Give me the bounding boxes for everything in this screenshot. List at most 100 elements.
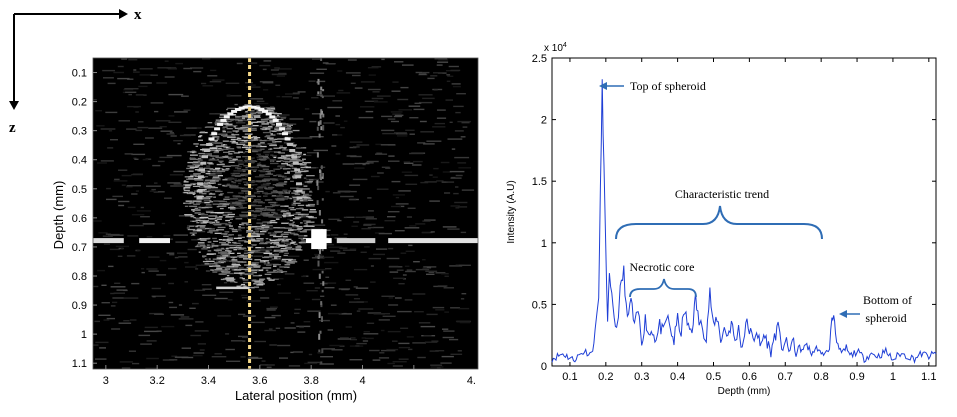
- profile-plot-frame: [551, 57, 937, 367]
- spheroid-speckle: [259, 228, 269, 230]
- spheroid-speckle: [272, 232, 277, 234]
- spheroid-speckle: [231, 133, 234, 135]
- spheroid-speckle: [218, 194, 223, 196]
- spheroid-speckle: [273, 147, 281, 149]
- speckle: [292, 92, 300, 94]
- spheroid-speckle: [273, 156, 277, 159]
- spheroid-speckle: [276, 197, 285, 199]
- spheroid-speckle: [267, 137, 274, 139]
- spheroid-speckle: [303, 220, 311, 222]
- spheroid-speckle: [300, 189, 306, 191]
- spheroid-speckle: [280, 271, 284, 273]
- speckle: [452, 85, 461, 88]
- spheroid-speckle: [241, 139, 248, 142]
- spheroid-speckle: [243, 252, 248, 254]
- speckle: [339, 345, 345, 347]
- speckle: [394, 114, 404, 116]
- speckle: [391, 90, 401, 92]
- y-scale-multiplier: x 104: [544, 42, 567, 54]
- spheroid-speckle: [222, 120, 232, 122]
- spheroid-speckle: [242, 202, 247, 204]
- spheroid-speckle: [273, 235, 282, 238]
- speckle: [311, 298, 321, 301]
- spheroid-speckle: [215, 221, 220, 223]
- spheroid-speckle: [267, 186, 275, 189]
- characteristic-trend-brace: [615, 205, 823, 240]
- spheroid-speckle: [262, 267, 272, 269]
- spheroid-speckle: [258, 279, 264, 281]
- substrate-segment: [93, 238, 124, 244]
- speckle: [248, 62, 258, 64]
- spheroid-speckle: [258, 158, 267, 160]
- spheroid-speckle: [217, 252, 226, 254]
- speckle: [337, 191, 350, 193]
- spheroid-speckle: [266, 109, 274, 111]
- spheroid-speckle: [259, 282, 264, 284]
- speckle: [451, 148, 456, 150]
- speckle: [283, 242, 293, 244]
- speckle: [325, 268, 332, 270]
- speckle: [354, 167, 365, 169]
- speckle: [409, 152, 424, 155]
- spheroid-speckle: [246, 230, 254, 232]
- spheroid-speckle: [280, 117, 286, 119]
- left-x-tick-label: 4: [359, 375, 365, 387]
- spheroid-speckle: [231, 181, 234, 183]
- speckle: [440, 362, 452, 364]
- spheroid-speckle: [193, 161, 199, 163]
- bottom-label-line1: Bottom of: [863, 293, 912, 307]
- spheroid-speckle: [198, 157, 202, 160]
- spheroid-speckle: [193, 173, 201, 175]
- spheroid-speckle: [279, 147, 287, 149]
- spheroid-top-rim: [223, 115, 230, 119]
- speckle: [444, 275, 449, 277]
- spheroid-speckle: [276, 199, 285, 201]
- speckle: [388, 160, 400, 162]
- spheroid-speckle: [198, 139, 203, 141]
- spheroid-speckle: [253, 283, 257, 285]
- speckle: [323, 122, 335, 124]
- spheroid-speckle: [246, 286, 255, 289]
- speckle: [114, 282, 121, 284]
- spheroid-speckle: [199, 217, 209, 219]
- spheroid-speckle: [270, 220, 276, 222]
- speckle: [262, 82, 274, 84]
- speckle: [249, 98, 264, 100]
- speckle: [396, 133, 408, 135]
- speckle: [392, 113, 402, 115]
- speckle: [424, 181, 437, 183]
- spheroid-speckle: [238, 227, 246, 229]
- spheroid-speckle: [187, 191, 193, 193]
- spheroid-speckle: [281, 260, 287, 262]
- spheroid-speckle: [277, 138, 286, 140]
- spheroid-speckle: [214, 150, 217, 152]
- speckle: [319, 248, 321, 254]
- speckle: [398, 190, 411, 192]
- spheroid-speckle: [257, 143, 261, 145]
- spheroid-speckle: [269, 221, 278, 224]
- speckle: [179, 134, 191, 137]
- spheroid-speckle: [197, 161, 201, 163]
- spheroid-speckle: [301, 168, 304, 171]
- spheroid-speckle: [302, 195, 307, 197]
- spheroid-speckle: [287, 197, 292, 199]
- spheroid-speckle: [208, 215, 218, 217]
- spheroid-speckle: [277, 191, 284, 193]
- spheroid-speckle: [295, 157, 300, 159]
- spheroid-speckle: [196, 244, 206, 246]
- spheroid-speckle: [222, 239, 228, 241]
- speckle: [132, 362, 140, 365]
- spheroid-speckle: [292, 176, 296, 178]
- speckle: [168, 267, 177, 270]
- speckle: [442, 336, 454, 339]
- spheroid-speckle: [209, 222, 214, 224]
- speckle: [328, 246, 343, 248]
- spheroid-speckle: [188, 176, 194, 178]
- speckle: [167, 68, 177, 70]
- spheroid-speckle: [243, 285, 247, 287]
- spheroid-speckle: [289, 224, 295, 226]
- speckle: [461, 293, 467, 295]
- right-y-tick-label: 0.5: [532, 299, 547, 311]
- spheroid-speckle: [264, 273, 272, 275]
- spheroid-speckle: [201, 193, 207, 195]
